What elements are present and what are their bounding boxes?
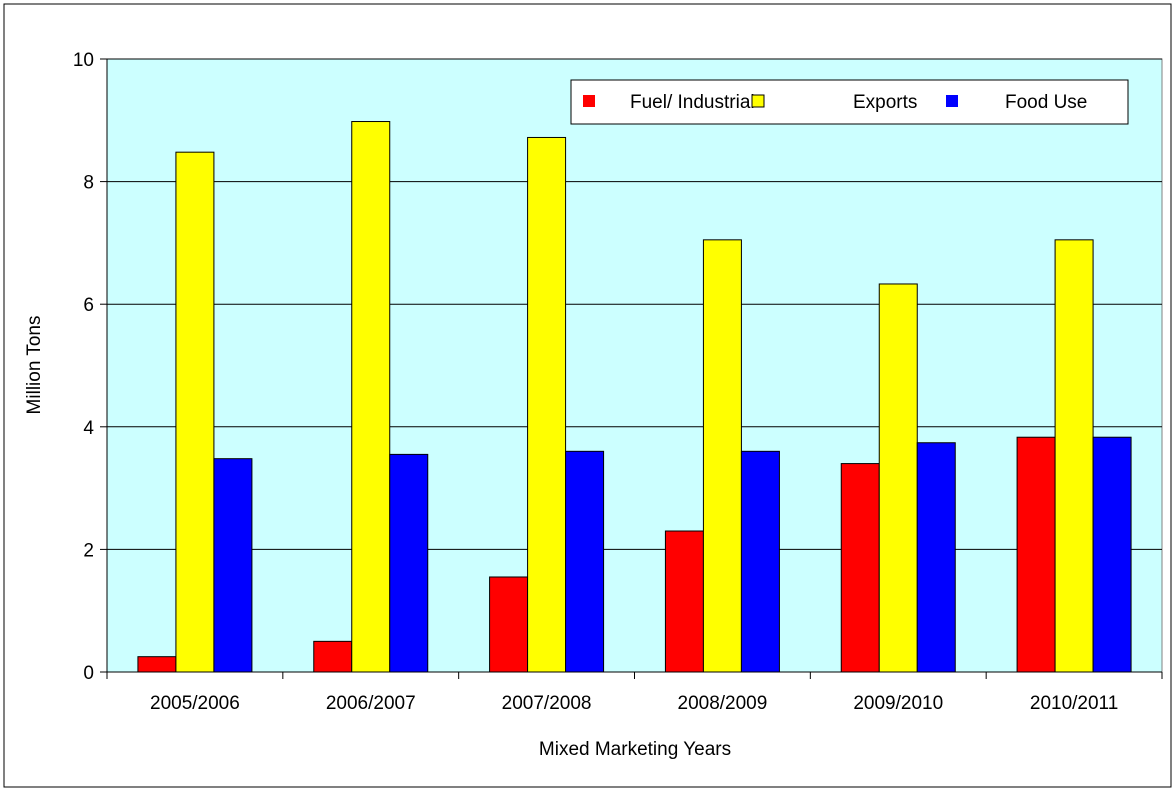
x-tick-label: 2006/2007 bbox=[326, 693, 416, 714]
x-tick-label: 2010/2011 bbox=[1030, 693, 1118, 714]
y-tick-label: 0 bbox=[83, 663, 94, 684]
legend-swatch-2 bbox=[946, 95, 958, 107]
y-tick-label: 4 bbox=[83, 418, 94, 439]
bar-fuel-industrial-2 bbox=[489, 576, 529, 673]
axes bbox=[100, 58, 1163, 679]
legend-label-1: Exports bbox=[853, 92, 917, 113]
bar-food-use-2 bbox=[565, 450, 605, 673]
y-tick-label: 6 bbox=[83, 295, 94, 316]
y-tick-label: 8 bbox=[83, 173, 94, 194]
bar-fuel-industrial-1 bbox=[313, 640, 353, 673]
x-tick-label: 2008/2009 bbox=[678, 693, 768, 714]
x-tick-label: 2009/2010 bbox=[853, 693, 943, 714]
bar-exports-0 bbox=[175, 151, 215, 673]
bar-exports-3 bbox=[702, 239, 742, 673]
y-axis-title: Million Tons bbox=[24, 316, 45, 415]
bar-food-use-5 bbox=[1092, 436, 1132, 673]
bar-exports-4 bbox=[878, 283, 918, 673]
bar-exports-5 bbox=[1054, 239, 1094, 673]
y-tick-label: 2 bbox=[83, 540, 94, 561]
x-tick-labels: 2005/2006 2006/2007 2007/2008 2008/2009 2009… bbox=[150, 693, 1118, 714]
bar-food-use-0 bbox=[213, 458, 253, 673]
bar-fuel-industrial-5 bbox=[1016, 436, 1056, 673]
bar-exports-1 bbox=[351, 121, 391, 673]
y-tick-label: 10 bbox=[73, 50, 94, 71]
gridlines bbox=[107, 58, 1162, 550]
bars bbox=[137, 121, 1132, 673]
legend-label-0: Fuel/ Industrial bbox=[630, 92, 755, 113]
legend-label-2: Food Use bbox=[1005, 92, 1087, 113]
x-tick-label: 2007/2008 bbox=[502, 693, 592, 714]
legend-swatch-1 bbox=[751, 94, 765, 108]
x-tick-label: 2005/2006 bbox=[150, 693, 240, 714]
bar-exports-2 bbox=[527, 136, 567, 673]
bar-food-use-1 bbox=[389, 453, 429, 673]
bar-fuel-industrial-0 bbox=[137, 656, 177, 673]
bar-fuel-industrial-3 bbox=[664, 530, 704, 673]
bar-food-use-4 bbox=[916, 442, 956, 673]
legend: Fuel/ Industrial Exports Food Use bbox=[570, 79, 1129, 125]
plot-area bbox=[106, 58, 1163, 673]
y-tick-labels: 0 2 4 6 8 10 bbox=[73, 50, 95, 684]
bar-food-use-3 bbox=[740, 450, 780, 673]
legend-swatch-0 bbox=[583, 95, 595, 107]
bar-fuel-industrial-4 bbox=[840, 463, 880, 673]
legend-box bbox=[570, 79, 1129, 125]
x-axis-title: Mixed Marketing Years bbox=[539, 739, 731, 760]
